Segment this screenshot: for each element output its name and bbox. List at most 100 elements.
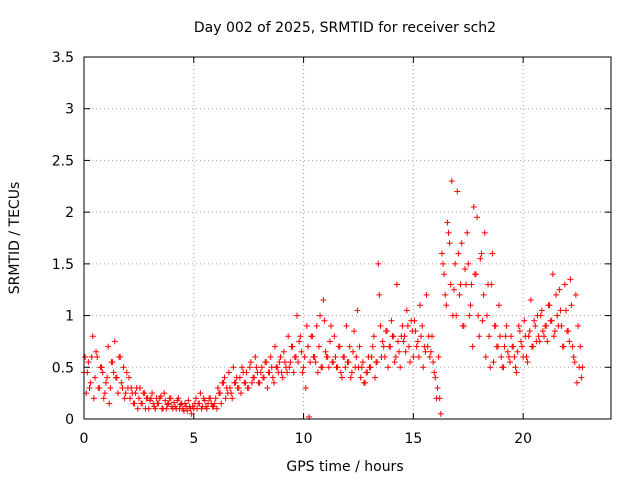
data-point [411, 317, 418, 324]
data-point [130, 400, 137, 407]
data-point [431, 369, 438, 376]
data-point [246, 364, 253, 371]
data-point [404, 322, 411, 329]
data-point [87, 379, 94, 386]
data-point [117, 353, 124, 360]
data-point [376, 291, 383, 298]
data-point [515, 322, 522, 329]
data-point [433, 395, 440, 402]
data-point [531, 317, 538, 324]
data-point [363, 369, 370, 376]
data-point [498, 353, 505, 360]
data-point [402, 348, 409, 355]
data-point [102, 379, 109, 386]
data-point [400, 338, 407, 345]
data-point [455, 250, 462, 257]
data-point [99, 369, 106, 376]
data-point [349, 348, 356, 355]
data-point [475, 312, 482, 319]
data-point [378, 353, 385, 360]
data-point [257, 369, 264, 376]
data-point [307, 359, 314, 366]
data-point [385, 364, 392, 371]
data-point [105, 343, 112, 350]
data-point [554, 312, 561, 319]
data-point [119, 384, 126, 391]
data-point [506, 359, 513, 366]
data-point [330, 359, 337, 366]
data-point [183, 403, 190, 410]
data-point [440, 260, 447, 267]
data-point [387, 343, 394, 350]
data-point [216, 390, 223, 397]
data-point [209, 403, 216, 410]
data-point [534, 312, 541, 319]
data-point [432, 374, 439, 381]
data-point [398, 333, 405, 340]
data-point [409, 328, 416, 335]
data-point [508, 333, 515, 340]
data-point [353, 353, 360, 360]
data-point [479, 317, 486, 324]
data-point [392, 353, 399, 360]
data-point [438, 250, 445, 257]
data-point [561, 281, 568, 288]
data-point [442, 291, 449, 298]
data-point [280, 348, 287, 355]
data-point [288, 343, 295, 350]
data-point [513, 369, 520, 376]
data-point [503, 322, 510, 329]
data-point [357, 374, 364, 381]
data-point [85, 359, 92, 366]
data-point [277, 353, 284, 360]
data-point [577, 343, 584, 350]
data-point [414, 338, 421, 345]
data-point [101, 390, 108, 397]
data-point [106, 400, 113, 407]
data-point [164, 401, 171, 408]
data-point [443, 302, 450, 309]
data-point [94, 353, 101, 360]
data-point [275, 369, 282, 376]
data-point [418, 333, 425, 340]
data-point [502, 333, 509, 340]
data-point [213, 405, 220, 412]
data-points [81, 178, 586, 420]
data-point [358, 364, 365, 371]
data-point [172, 403, 179, 410]
data-point [178, 400, 185, 407]
data-point [262, 359, 269, 366]
data-point [523, 353, 530, 360]
data-point [300, 364, 307, 371]
data-point [325, 364, 332, 371]
x-tick-label: 15 [404, 431, 422, 447]
data-point [317, 312, 324, 319]
x-tick-label: 10 [295, 431, 313, 447]
data-point [416, 302, 423, 309]
data-point [258, 364, 265, 371]
data-point [452, 260, 459, 267]
data-point [517, 338, 524, 345]
data-point [545, 302, 552, 309]
data-point [214, 384, 221, 391]
data-point [147, 395, 154, 402]
data-point [568, 302, 575, 309]
y-tick-label: 3.5 [52, 50, 74, 66]
data-point [483, 312, 490, 319]
data-point [244, 384, 251, 391]
data-point [450, 286, 457, 293]
data-point [562, 307, 569, 314]
data-point [463, 281, 470, 288]
data-point [279, 374, 286, 381]
data-point [270, 379, 277, 386]
data-point [567, 276, 574, 283]
data-point [139, 400, 146, 407]
data-point [396, 348, 403, 355]
data-point [312, 359, 319, 366]
data-point [304, 343, 311, 350]
data-point [301, 353, 308, 360]
data-point [145, 405, 152, 412]
data-point [410, 353, 417, 360]
data-point [399, 322, 406, 329]
y-tick-label: 0.5 [52, 360, 74, 376]
